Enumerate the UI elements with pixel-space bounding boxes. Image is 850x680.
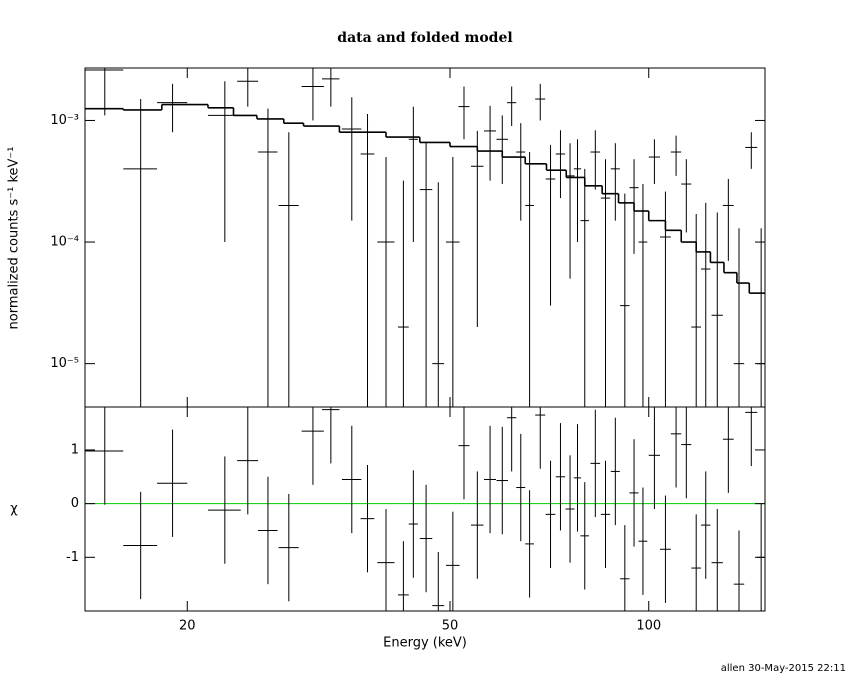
x-tick-label: 100 bbox=[636, 619, 661, 634]
residual-axis-label: χ bbox=[10, 502, 18, 517]
chart-title: data and folded model bbox=[337, 30, 512, 46]
footer: allen 30-May-2015 22:11 bbox=[721, 663, 846, 674]
x-axis-label: Energy (keV) bbox=[383, 636, 467, 651]
y-tick-label: 10⁻⁵ bbox=[50, 356, 79, 371]
y-tick-label: 10⁻⁴ bbox=[50, 235, 79, 250]
y-tick-label: 10⁻³ bbox=[50, 113, 79, 128]
y-tick-label: 1 bbox=[71, 442, 79, 457]
x-tick-label: 20 bbox=[179, 619, 196, 634]
plot-area bbox=[85, 68, 765, 407]
y-tick-label: 0 bbox=[71, 496, 79, 511]
y-tick-label: -1 bbox=[66, 550, 79, 565]
y-axis-label: normalized counts s⁻¹ keV⁻¹ bbox=[7, 147, 22, 330]
bottom-frame bbox=[84, 406, 766, 612]
x-tick-label: 50 bbox=[442, 619, 459, 634]
